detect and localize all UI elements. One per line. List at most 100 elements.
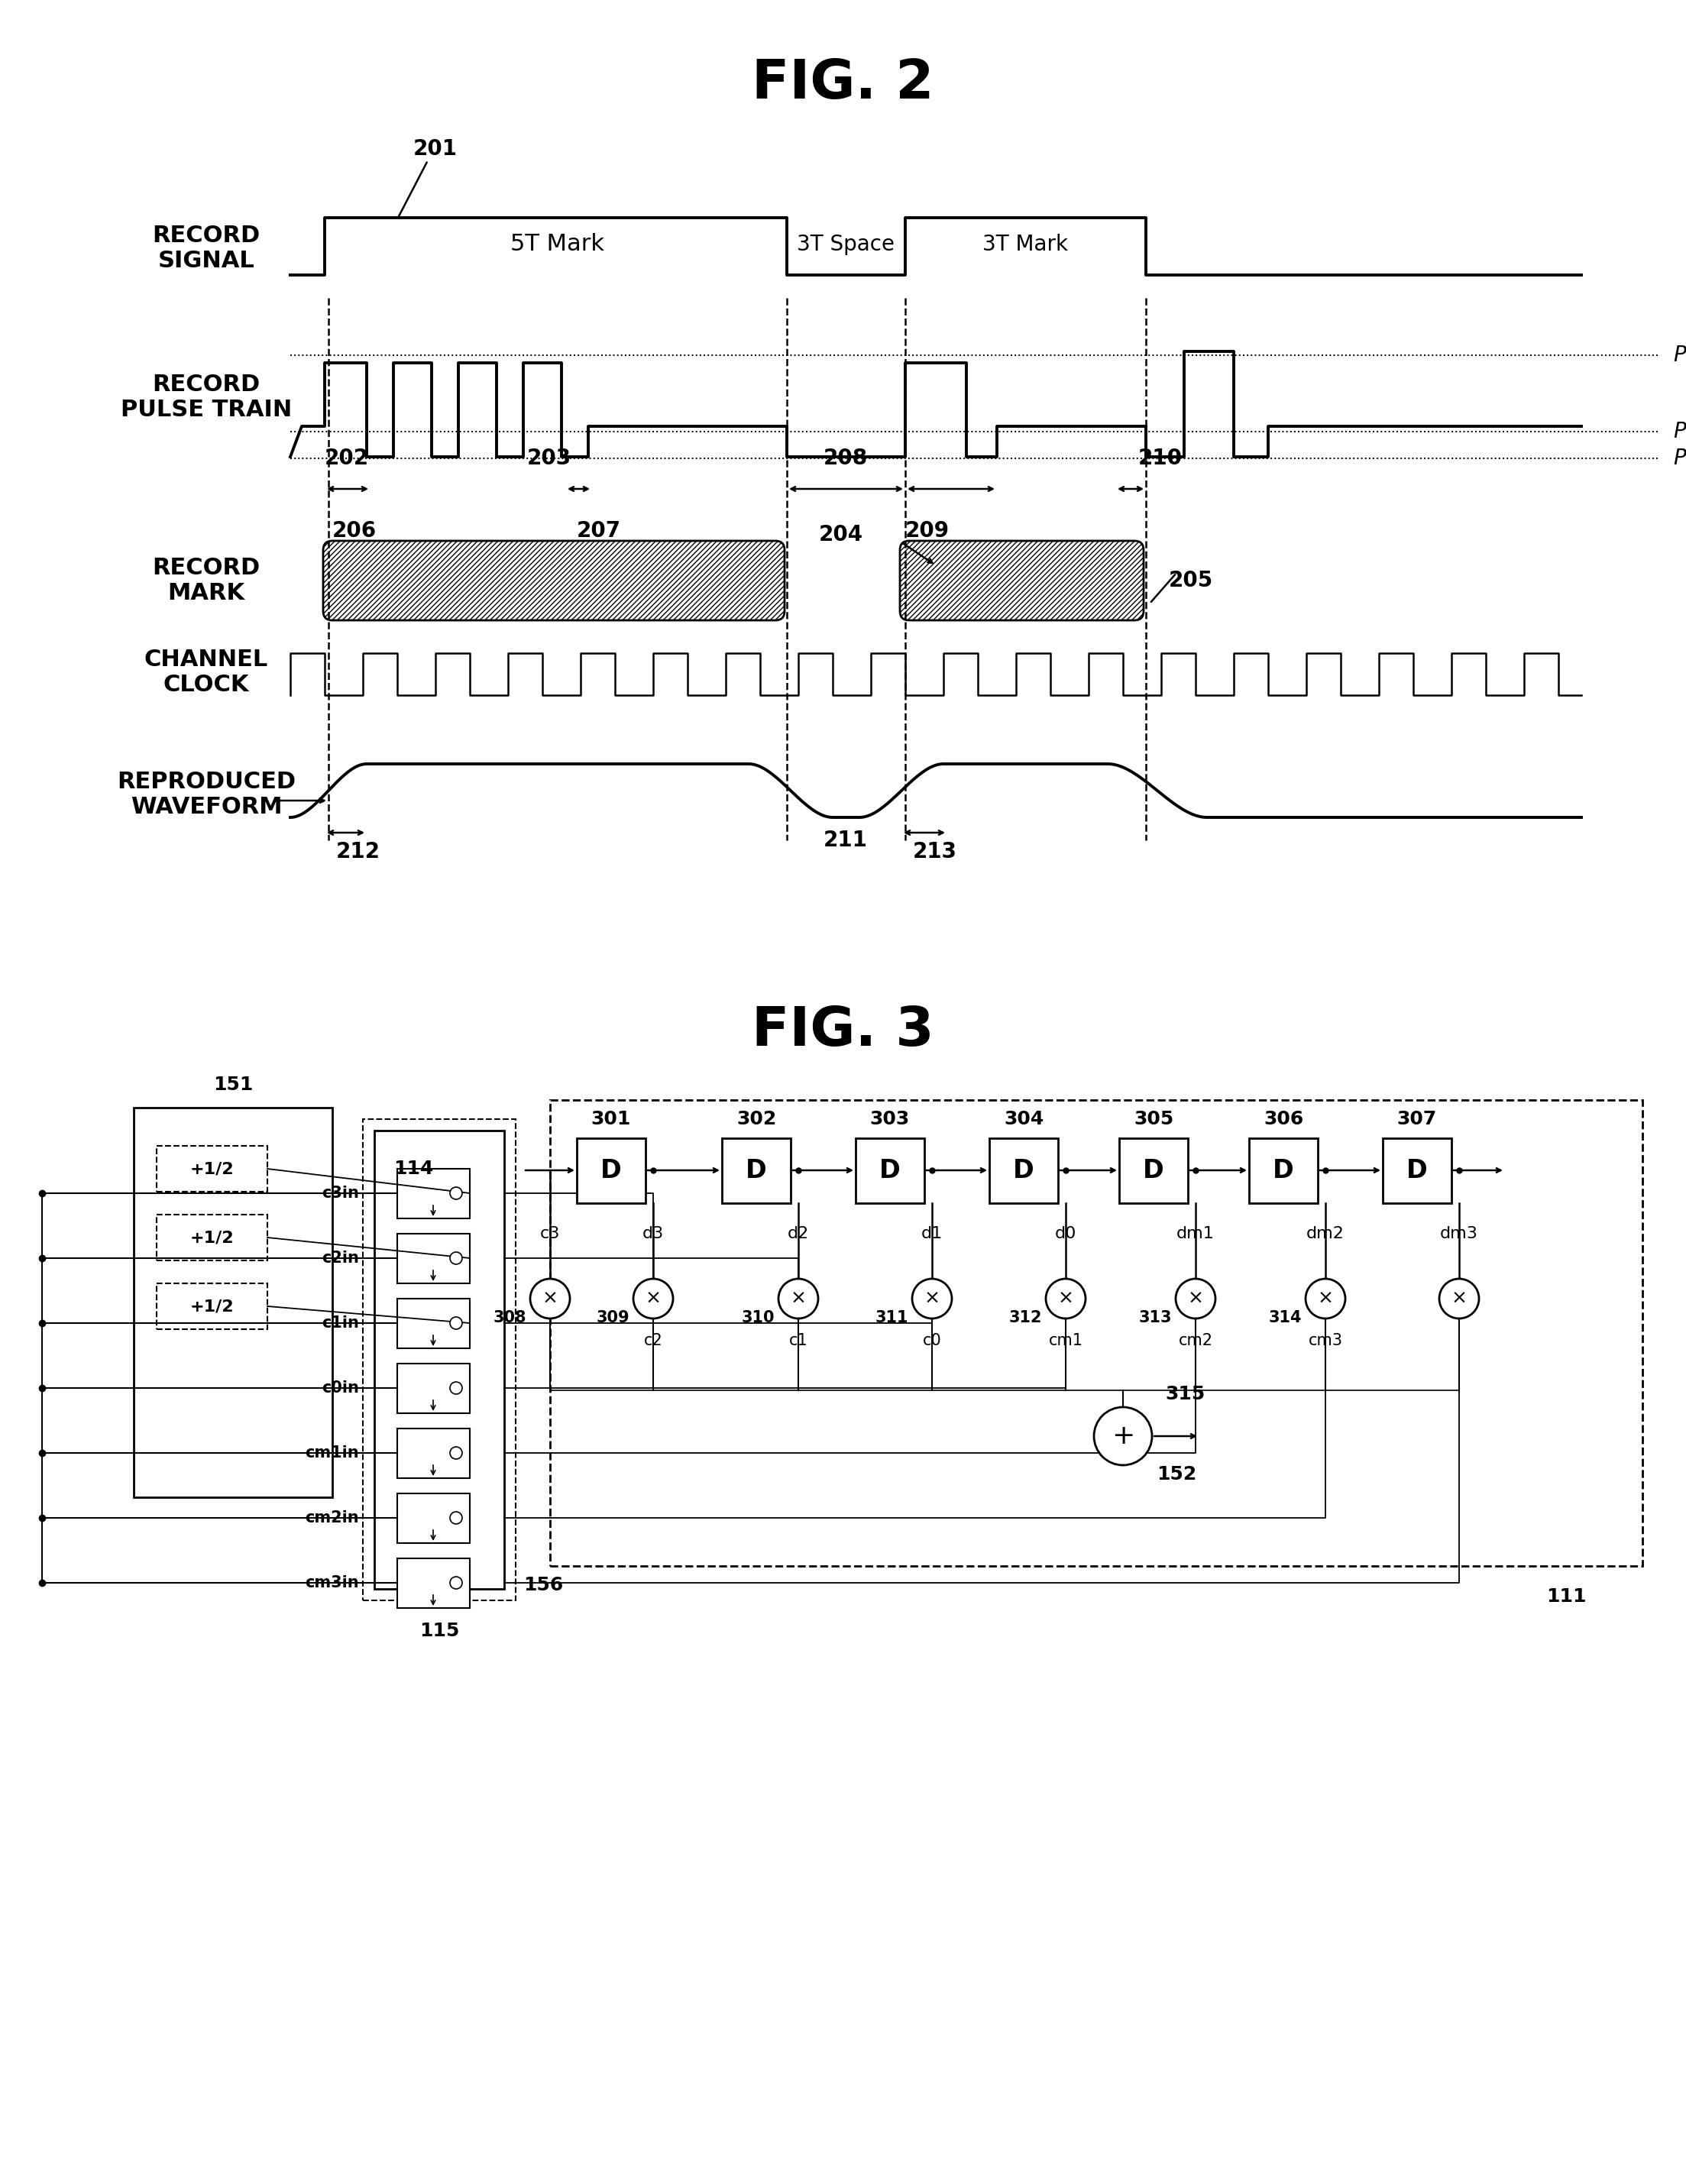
Text: D: D xyxy=(600,1158,622,1184)
Bar xyxy=(398,1494,470,1544)
Text: 208: 208 xyxy=(823,448,868,470)
Text: CHANNEL
CLOCK: CHANNEL CLOCK xyxy=(145,649,268,697)
Text: 152: 152 xyxy=(1157,1465,1197,1483)
Text: +1/2: +1/2 xyxy=(189,1299,234,1315)
Text: 301: 301 xyxy=(592,1109,631,1129)
Bar xyxy=(855,1138,924,1203)
Bar xyxy=(1120,1138,1189,1203)
Circle shape xyxy=(450,1446,462,1459)
Text: D: D xyxy=(1143,1158,1163,1184)
Text: 307: 307 xyxy=(1398,1109,1436,1129)
Text: 305: 305 xyxy=(1133,1109,1173,1129)
Text: c3in: c3in xyxy=(322,1186,359,1201)
Text: 209: 209 xyxy=(905,520,949,542)
Text: 314: 314 xyxy=(1268,1310,1302,1326)
Circle shape xyxy=(450,1577,462,1590)
Text: D: D xyxy=(880,1158,900,1184)
Bar xyxy=(398,1428,470,1479)
Text: d2: d2 xyxy=(787,1225,809,1241)
Text: 312: 312 xyxy=(1008,1310,1042,1326)
Text: 111: 111 xyxy=(1546,1588,1587,1605)
Text: RECORD
SIGNAL: RECORD SIGNAL xyxy=(152,225,260,273)
Text: D: D xyxy=(745,1158,767,1184)
Circle shape xyxy=(450,1251,462,1265)
Circle shape xyxy=(450,1188,462,1199)
Bar xyxy=(990,1138,1059,1203)
Bar xyxy=(398,1234,470,1284)
Text: ×: × xyxy=(791,1289,806,1308)
FancyBboxPatch shape xyxy=(324,542,784,620)
Bar xyxy=(157,1214,268,1260)
Circle shape xyxy=(1094,1406,1152,1465)
Bar xyxy=(398,1168,470,1219)
Text: 306: 306 xyxy=(1263,1109,1303,1129)
Text: Pc: Pc xyxy=(1673,448,1686,470)
Bar xyxy=(722,1138,791,1203)
Bar xyxy=(398,1363,470,1413)
Text: cm1: cm1 xyxy=(1049,1332,1082,1348)
Text: c2: c2 xyxy=(644,1332,663,1348)
Bar xyxy=(157,1147,268,1192)
Text: dm1: dm1 xyxy=(1177,1225,1214,1241)
Text: 3T Mark: 3T Mark xyxy=(983,234,1067,256)
Text: c0: c0 xyxy=(922,1332,941,1348)
Text: D: D xyxy=(1013,1158,1034,1184)
Text: Ps: Ps xyxy=(1673,422,1686,443)
Text: c1in: c1in xyxy=(322,1315,359,1330)
Text: 309: 309 xyxy=(597,1310,629,1326)
Text: ×: × xyxy=(541,1289,558,1308)
Text: D: D xyxy=(1273,1158,1295,1184)
Bar xyxy=(577,1138,646,1203)
Text: 315: 315 xyxy=(1165,1385,1205,1404)
Text: c1: c1 xyxy=(789,1332,808,1348)
Text: 308: 308 xyxy=(492,1310,526,1326)
Text: d1: d1 xyxy=(921,1225,942,1241)
Text: 201: 201 xyxy=(413,138,457,159)
Text: 212: 212 xyxy=(336,841,381,863)
Text: ×: × xyxy=(1317,1289,1334,1308)
Text: +1/2: +1/2 xyxy=(189,1162,234,1177)
Circle shape xyxy=(1440,1280,1479,1319)
Text: +: + xyxy=(1111,1424,1135,1450)
Text: cm2: cm2 xyxy=(1179,1332,1212,1348)
Text: ×: × xyxy=(1057,1289,1074,1308)
Text: 303: 303 xyxy=(870,1109,910,1129)
Text: c0in: c0in xyxy=(322,1380,359,1396)
Text: dm3: dm3 xyxy=(1440,1225,1479,1241)
Text: 213: 213 xyxy=(912,841,958,863)
Text: 115: 115 xyxy=(420,1623,459,1640)
Text: 313: 313 xyxy=(1138,1310,1172,1326)
Text: 207: 207 xyxy=(577,520,620,542)
Text: cm3in: cm3in xyxy=(305,1575,359,1590)
Text: cm1in: cm1in xyxy=(305,1446,359,1461)
Text: RECORD
MARK: RECORD MARK xyxy=(152,557,260,605)
Bar xyxy=(398,1299,470,1348)
Text: 114: 114 xyxy=(393,1160,433,1177)
Text: RECORD
PULSE TRAIN: RECORD PULSE TRAIN xyxy=(121,373,292,422)
Bar xyxy=(398,1559,470,1607)
Text: 151: 151 xyxy=(212,1075,253,1094)
Bar xyxy=(1249,1138,1318,1203)
Text: ×: × xyxy=(1187,1289,1204,1308)
Text: c2in: c2in xyxy=(322,1251,359,1267)
Circle shape xyxy=(450,1382,462,1393)
Text: d3: d3 xyxy=(642,1225,664,1241)
Text: cm3: cm3 xyxy=(1308,1332,1342,1348)
Text: 311: 311 xyxy=(875,1310,909,1326)
Text: 3T Space: 3T Space xyxy=(797,234,895,256)
Text: 211: 211 xyxy=(823,830,868,852)
Bar xyxy=(550,1101,1642,1566)
Circle shape xyxy=(1305,1280,1345,1319)
Circle shape xyxy=(1175,1280,1216,1319)
Text: 304: 304 xyxy=(1003,1109,1044,1129)
Bar xyxy=(374,1131,504,1590)
FancyBboxPatch shape xyxy=(900,542,1143,620)
Text: ×: × xyxy=(1452,1289,1467,1308)
Text: d0: d0 xyxy=(1055,1225,1077,1241)
Text: 205: 205 xyxy=(1168,570,1214,592)
Text: REPRODUCED
WAVEFORM: REPRODUCED WAVEFORM xyxy=(116,771,295,819)
Circle shape xyxy=(450,1317,462,1330)
Text: +1/2: +1/2 xyxy=(189,1230,234,1245)
Text: FIG. 2: FIG. 2 xyxy=(752,57,934,111)
Text: 202: 202 xyxy=(325,448,369,470)
